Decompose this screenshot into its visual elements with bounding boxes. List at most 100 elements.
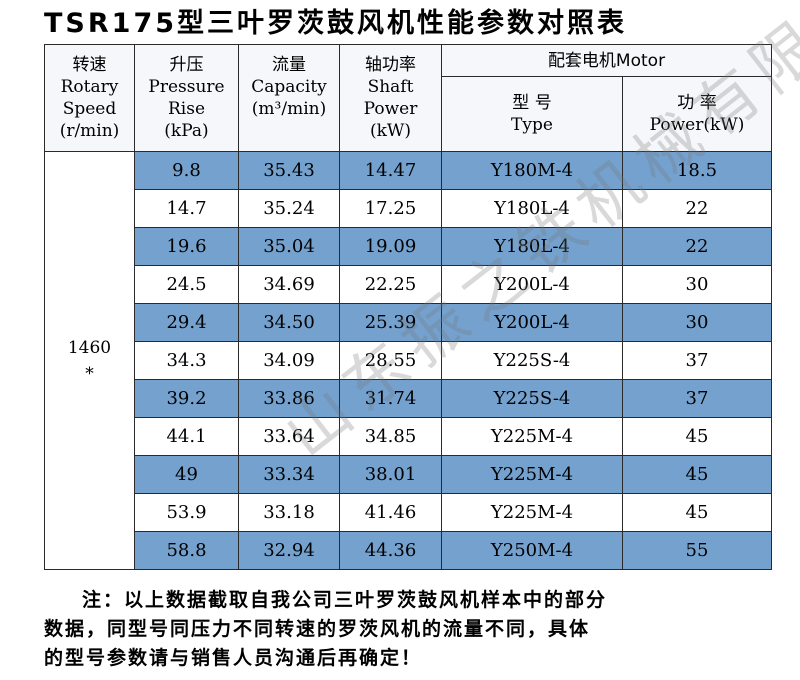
cell-pressure: 53.9 <box>134 493 239 532</box>
cell-type: Y225M-4 <box>441 493 623 532</box>
cell-pressure: 58.8 <box>134 531 239 570</box>
cell-power: 45 <box>622 455 772 494</box>
cell-shaft: 28.55 <box>339 341 442 380</box>
cell-shaft: 44.36 <box>339 531 442 570</box>
table-row: 53.9 33.18 41.46 Y225M-4 45 <box>45 493 772 532</box>
cell-capacity: 34.69 <box>238 265 340 304</box>
cell-power: 22 <box>622 189 772 228</box>
header-shaft-cn: 轴功率 <box>365 55 416 75</box>
table-row: 34.3 34.09 28.55 Y225S-4 37 <box>45 341 772 380</box>
footnote: 注：以上数据截取自我公司三叶罗茨鼓风机样本中的部分 数据，同型号同压力不同转速的… <box>44 586 768 673</box>
header-capacity-en1: Capacity <box>251 77 327 97</box>
cell-pressure: 14.7 <box>134 189 239 228</box>
table-row: 49 33.34 38.01 Y225M-4 45 <box>45 455 772 494</box>
speed-mark: * <box>85 363 94 384</box>
cell-power: 55 <box>622 531 772 570</box>
cell-shaft: 34.85 <box>339 417 442 456</box>
header-capacity: 流量 Capacity (m³/min) <box>238 44 340 152</box>
footnote-line-3: 的型号参数请与销售人员沟通后再确定！ <box>44 647 423 669</box>
footnote-line-2: 数据，同型号同压力不同转速的罗茨风机的流量不同，具体 <box>44 618 591 640</box>
cell-shaft: 25.39 <box>339 303 442 342</box>
cell-power: 45 <box>622 417 772 456</box>
cell-pressure: 29.4 <box>134 303 239 342</box>
table-row: 14.7 35.24 17.25 Y180L-4 22 <box>45 189 772 228</box>
table-body: 1460 * 9.8 35.43 14.47 Y180M-4 18.5 14.7 35.24 17… <box>44 151 772 570</box>
cell-pressure: 9.8 <box>134 151 239 190</box>
page-title: TSR175型三叶罗茨鼓风机性能参数对照表 <box>44 8 628 39</box>
header-motor-type: 型 号 Type <box>441 76 623 152</box>
header-pressure-unit: (kPa) <box>164 121 209 141</box>
cell-shaft: 22.25 <box>339 265 442 304</box>
cell-capacity: 33.18 <box>238 493 340 532</box>
cell-power: 37 <box>622 379 772 418</box>
cell-shaft: 14.47 <box>339 151 442 190</box>
cell-power: 30 <box>622 303 772 342</box>
cell-pressure: 39.2 <box>134 379 239 418</box>
header-speed-unit: (r/min) <box>59 121 120 141</box>
cell-shaft: 19.09 <box>339 227 442 266</box>
header-shaft-power: 轴功率 Shaft Power (kW) <box>339 44 442 152</box>
cell-power: 22 <box>622 227 772 266</box>
table-row: 19.6 35.04 19.09 Y180L-4 22 <box>45 227 772 266</box>
header-power-cn: 功 率 <box>677 93 717 113</box>
cell-pressure: 19.6 <box>134 227 239 266</box>
header-power-en: Power(kW) <box>649 115 745 135</box>
cell-type: Y180L-4 <box>441 189 623 228</box>
header-speed: 转速 Rotary Speed (r/min) <box>44 44 135 152</box>
cell-capacity: 34.50 <box>238 303 340 342</box>
header-type-cn: 型 号 <box>512 93 552 113</box>
table-row: 58.8 32.94 44.36 Y250M-4 55 <box>45 531 772 570</box>
header-capacity-cn: 流量 <box>272 55 306 75</box>
cell-power: 30 <box>622 265 772 304</box>
cell-pressure: 24.5 <box>134 265 239 304</box>
table-row: 29.4 34.50 25.39 Y200L-4 30 <box>45 303 772 342</box>
table-row: 1460 * 9.8 35.43 14.47 Y180M-4 18.5 <box>44 151 772 570</box>
cell-pressure: 34.3 <box>134 341 239 380</box>
cell-type: Y200L-4 <box>441 265 623 304</box>
cell-type: Y225S-4 <box>441 341 623 380</box>
cell-type: Y250M-4 <box>441 531 623 570</box>
speed-value: 1460 <box>67 337 112 358</box>
header-type-en: Type <box>511 115 553 135</box>
cell-type: Y225S-4 <box>441 379 623 418</box>
performance-table: 转速 Rotary Speed (r/min) 升压 Pressure Rise… <box>44 44 772 570</box>
cell-capacity: 34.09 <box>238 341 340 380</box>
cell-power: 18.5 <box>622 151 772 190</box>
table-row: 24.5 34.69 22.25 Y200L-4 30 <box>45 265 772 304</box>
header-speed-cn: 转速 <box>72 55 107 75</box>
header-pressure-cn: 升压 <box>169 55 204 75</box>
cell-capacity: 32.94 <box>238 531 340 570</box>
cell-type: Y225M-4 <box>441 455 623 494</box>
header-pressure-en2: Rise <box>167 99 206 119</box>
header-shaft-unit: (kW) <box>369 121 412 141</box>
cell-capacity: 33.86 <box>238 379 340 418</box>
header-pressure: 升压 Pressure Rise (kPa) <box>134 44 239 152</box>
cell-pressure: 44.1 <box>134 417 239 456</box>
table-row: 44.1 33.64 34.85 Y225M-4 45 <box>45 417 772 456</box>
cell-type: Y200L-4 <box>441 303 623 342</box>
table-row: 39.2 33.86 31.74 Y225S-4 37 <box>45 379 772 418</box>
header-motor: 配套电机Motor <box>441 44 772 77</box>
header-speed-en2: Speed <box>62 99 117 119</box>
cell-shaft: 41.46 <box>339 493 442 532</box>
footnote-line-1: 注：以上数据截取自我公司三叶罗茨鼓风机样本中的部分 <box>82 589 608 611</box>
header-speed-en1: Rotary <box>60 77 119 97</box>
cell-capacity: 35.24 <box>238 189 340 228</box>
cell-capacity: 33.64 <box>238 417 340 456</box>
header-motor-power: 功 率 Power(kW) <box>622 76 772 152</box>
cell-shaft: 38.01 <box>339 455 442 494</box>
cell-type: Y225M-4 <box>441 417 623 456</box>
header-capacity-unit: (m³/min) <box>251 99 327 119</box>
cell-type: Y180M-4 <box>441 151 623 190</box>
cell-capacity: 35.43 <box>238 151 340 190</box>
header-pressure-en1: Pressure <box>148 77 225 97</box>
header-shaft-en1: Shaft <box>367 77 414 97</box>
speed-cell: 1460 * <box>44 151 135 570</box>
table-header: 转速 Rotary Speed (r/min) 升压 Pressure Rise… <box>44 44 772 152</box>
cell-shaft: 17.25 <box>339 189 442 228</box>
cell-power: 45 <box>622 493 772 532</box>
cell-capacity: 33.34 <box>238 455 340 494</box>
cell-power: 37 <box>622 341 772 380</box>
header-shaft-en2: Power <box>363 99 418 119</box>
cell-pressure: 49 <box>134 455 239 494</box>
